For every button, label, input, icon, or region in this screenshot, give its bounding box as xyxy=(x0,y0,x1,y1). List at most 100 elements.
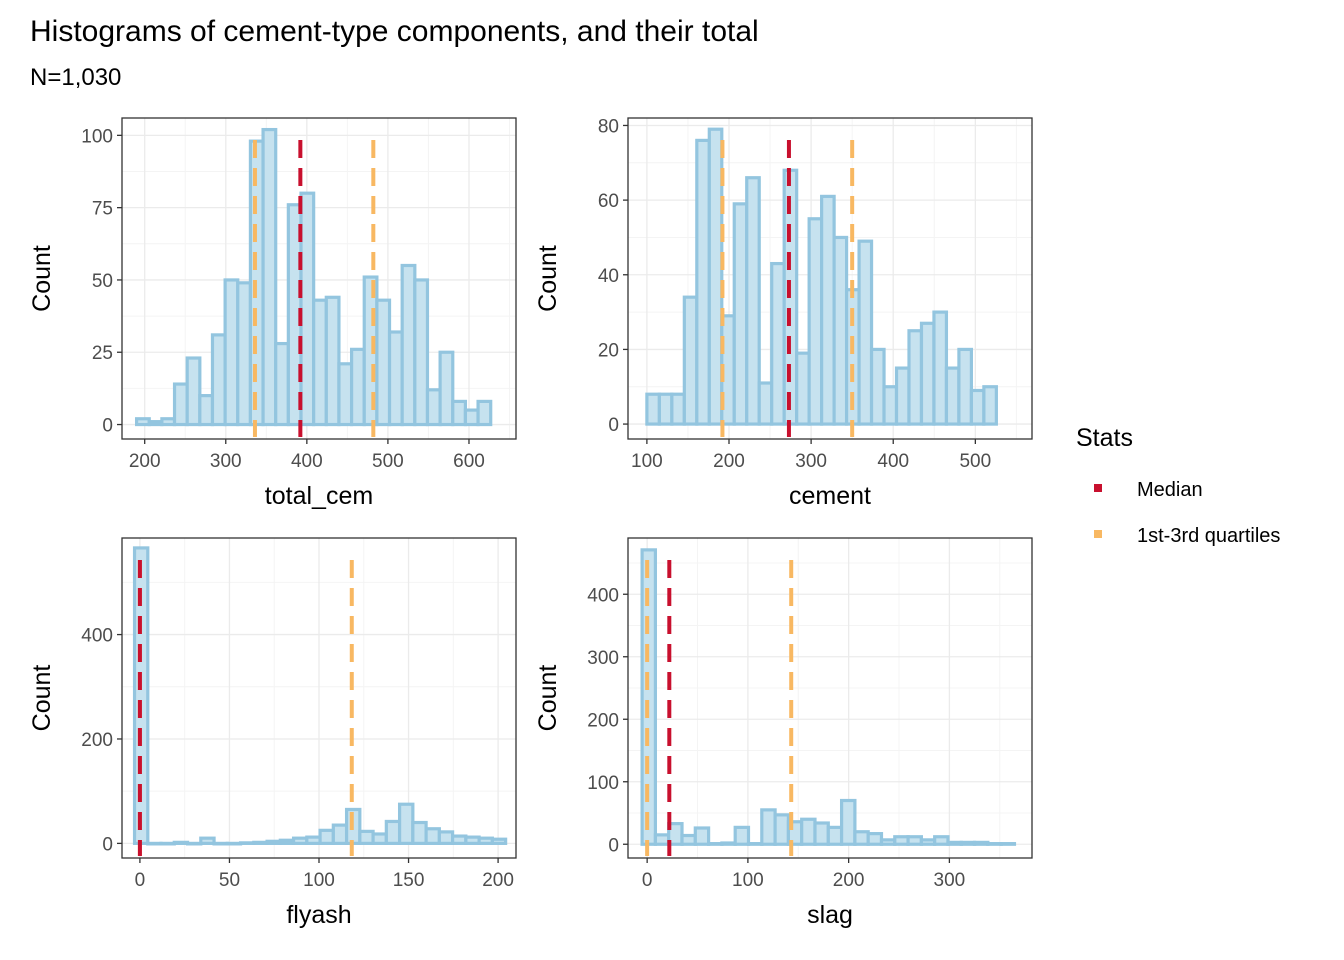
histogram-bar xyxy=(857,239,874,426)
y-tick-label: 0 xyxy=(102,834,113,855)
histogram-bar xyxy=(882,385,899,426)
histogram-bar xyxy=(225,841,243,846)
legend-key-median xyxy=(1094,484,1102,492)
x-tick-label: 200 xyxy=(482,870,514,891)
y-tick-label: 40 xyxy=(598,266,619,287)
histogram-bar xyxy=(490,837,508,845)
histogram-bar xyxy=(160,417,177,427)
histogram-bar xyxy=(959,840,977,846)
histogram-bar xyxy=(680,833,697,846)
histogram-bar xyxy=(693,826,711,846)
histogram-bar xyxy=(907,329,924,426)
x-tick-label: 100 xyxy=(631,451,663,472)
histogram-bar xyxy=(999,842,1017,846)
x-tick-label: 0 xyxy=(642,870,653,891)
histogram-bar xyxy=(291,836,309,845)
histogram-bar xyxy=(919,321,936,426)
histogram-bar xyxy=(274,341,290,427)
panel-total-cem: 200 300 400 500 600 0 25 50 75 100 total_cem Count xyxy=(28,117,517,510)
y-axis-label: Count xyxy=(28,245,56,312)
histogram-bar xyxy=(451,399,468,427)
histogram-bar xyxy=(670,392,686,426)
histogram-bar xyxy=(464,835,481,845)
x-axis-label: cement xyxy=(789,482,871,510)
y-tick-label: 100 xyxy=(81,126,113,147)
histogram-bar xyxy=(413,278,430,427)
histogram-bar xyxy=(278,838,296,845)
y-tick-label: 0 xyxy=(608,415,619,436)
x-tick-label: 150 xyxy=(393,870,425,891)
histogram-bar xyxy=(645,392,661,426)
x-tick-label: 300 xyxy=(210,451,242,472)
histogram-bar xyxy=(199,836,216,845)
histogram-bar xyxy=(853,830,870,846)
legend-title: Stats xyxy=(1076,424,1133,452)
chart-title: Histograms of cement-type components, an… xyxy=(30,15,759,48)
histogram-bar xyxy=(757,381,774,426)
y-tick-label: 300 xyxy=(587,648,619,669)
histogram-bar xyxy=(312,298,328,427)
y-axis-label: Count xyxy=(28,665,56,732)
histogram-bar xyxy=(813,821,830,846)
legend-label-quartiles: 1st-3rd quartiles xyxy=(1137,525,1280,547)
y-tick-label: 75 xyxy=(92,199,113,220)
histogram-bar xyxy=(933,835,950,846)
histogram-bar xyxy=(773,813,790,846)
y-axis-label: Count xyxy=(534,245,562,312)
histogram-bar xyxy=(477,836,494,845)
histogram-bar xyxy=(318,828,335,845)
panel-border xyxy=(627,537,1033,859)
y-tick-label: 0 xyxy=(102,416,113,437)
histogram-bar xyxy=(438,350,455,427)
histogram-bar xyxy=(946,840,963,846)
histogram-bar xyxy=(371,832,388,845)
histogram-bar xyxy=(159,841,176,846)
legend: Stats Median 1st-3rd quartiles xyxy=(1076,424,1280,547)
panel-cement: 100 200 300 400 500 0 20 40 60 80 cement Count xyxy=(534,116,1033,510)
histogram-bar xyxy=(682,295,699,426)
chart-subtitle: N=1,030 xyxy=(30,64,121,91)
histogram-bar xyxy=(463,408,480,427)
histogram-bar xyxy=(451,834,468,845)
histogram-bar xyxy=(879,838,897,846)
x-tick-label: 100 xyxy=(732,870,764,891)
histogram-bar xyxy=(653,833,671,846)
y-tick-label: 60 xyxy=(598,191,619,212)
histogram-bar xyxy=(732,202,749,426)
x-tick-label: 50 xyxy=(219,870,240,891)
histogram-bar xyxy=(185,356,202,427)
histogram-bar xyxy=(238,841,256,845)
histogram-bar xyxy=(210,333,227,427)
histogram-bar xyxy=(425,388,442,427)
histogram-bar xyxy=(760,808,777,846)
y-tick-label: 400 xyxy=(81,626,113,647)
histogram-bar xyxy=(424,827,441,845)
histogram-bar xyxy=(657,392,674,426)
histogram-bar xyxy=(986,842,1003,846)
histogram-bar xyxy=(957,347,974,426)
histogram-bar xyxy=(695,138,711,426)
histogram-bar xyxy=(265,839,282,845)
legend-item-quartiles: 1st-3rd quartiles xyxy=(1094,525,1280,547)
x-tick-label: 300 xyxy=(795,451,827,472)
histogram-bar xyxy=(172,840,190,845)
histogram-bar xyxy=(969,388,986,426)
legend-key-quartiles xyxy=(1094,530,1102,538)
panel-border xyxy=(627,117,1033,440)
histogram-bar xyxy=(358,829,375,845)
histogram-bar xyxy=(299,191,316,427)
histogram-bar xyxy=(745,176,761,426)
histogram-bar xyxy=(411,820,428,845)
legend-label-median: Median xyxy=(1137,479,1203,501)
histogram-bar xyxy=(919,838,937,846)
y-tick-label: 100 xyxy=(587,773,619,794)
histogram-bar xyxy=(706,842,724,846)
histogram-bar xyxy=(826,825,844,846)
x-axis-label: slag xyxy=(807,901,853,929)
y-tick-label: 0 xyxy=(608,835,619,856)
histogram-bar xyxy=(800,817,817,846)
histogram-bar xyxy=(252,840,269,845)
histogram-bar xyxy=(324,295,341,427)
x-tick-label: 500 xyxy=(959,451,991,472)
